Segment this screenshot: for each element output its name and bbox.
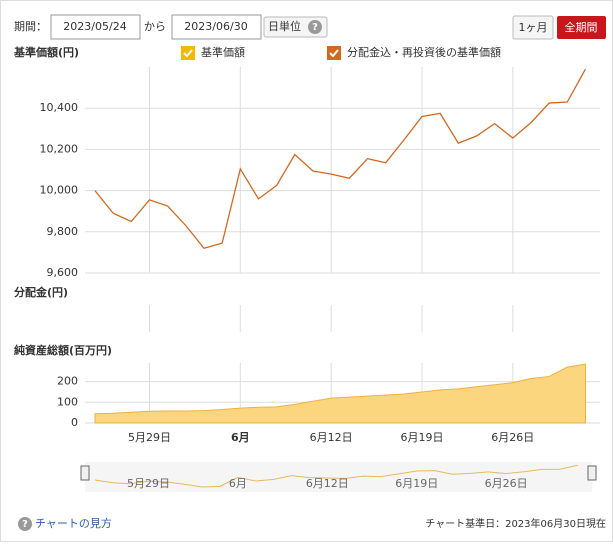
x-tick-label: 6月19日 xyxy=(400,431,443,444)
legend-check[interactable] xyxy=(327,46,341,60)
legend-label: 分配金込・再投資後の基準価額 xyxy=(347,45,501,59)
legend-label: 基準価額 xyxy=(201,45,245,59)
between-label: から xyxy=(144,20,166,33)
navigator-line xyxy=(94,464,578,488)
x-tick-label: 6月26日 xyxy=(491,431,534,444)
navigator-handle[interactable] xyxy=(80,465,90,481)
start-date[interactable]: 2023/05/24 xyxy=(63,20,126,33)
nav-title: 基準価額(円) xyxy=(13,45,79,59)
navigator-label: 6月 xyxy=(229,477,247,490)
button-all-label[interactable]: 全期間 xyxy=(565,20,598,34)
y-tick-label: 10,200 xyxy=(40,142,79,155)
dist-title: 分配金(円) xyxy=(14,285,68,299)
y-tick-label: 0 xyxy=(71,416,78,429)
start-input[interactable] xyxy=(50,14,141,40)
button-1m-label[interactable]: 1ヶ月 xyxy=(519,21,548,34)
assets-area xyxy=(94,363,586,424)
help-mark: ? xyxy=(22,519,28,530)
y-tick-label: 10,000 xyxy=(40,184,79,197)
legend-check[interactable] xyxy=(181,46,195,60)
y-tick-label: 100 xyxy=(57,395,78,408)
navigator-handle[interactable] xyxy=(587,465,597,481)
y-tick-label: 10,400 xyxy=(40,101,79,114)
end-input[interactable] xyxy=(171,14,262,40)
unit-label[interactable]: 日単位 xyxy=(268,19,301,33)
check-mark xyxy=(329,49,339,58)
navigator-label: 6月19日 xyxy=(395,477,438,490)
x-tick-label: 6月 xyxy=(231,431,250,444)
end-date[interactable]: 2023/06/30 xyxy=(184,20,247,33)
help-mark: ? xyxy=(312,22,318,33)
help-link[interactable]: チャートの見方 xyxy=(35,516,112,530)
check-mark xyxy=(183,49,193,58)
x-tick-label: 6月12日 xyxy=(310,431,353,444)
y-tick-label: 200 xyxy=(57,375,78,388)
y-tick-label: 9,800 xyxy=(47,225,79,238)
button-1m[interactable] xyxy=(512,15,554,40)
y-tick-label: 9,600 xyxy=(47,266,79,279)
navigator-label: 6月12日 xyxy=(306,477,349,490)
navigator-label: 6月26日 xyxy=(485,477,528,490)
base-date: チャート基準日：2023年06月30日現在 xyxy=(425,517,606,530)
navigator[interactable] xyxy=(85,462,592,492)
period-label: 期間： xyxy=(14,20,47,33)
help-icon[interactable] xyxy=(18,517,32,531)
help-icon[interactable] xyxy=(308,20,322,34)
price-line xyxy=(94,68,587,250)
navigator-label: 5月29日 xyxy=(127,477,170,490)
button-all[interactable] xyxy=(557,16,606,39)
assets-title: 純資産総額(百万円) xyxy=(14,343,112,357)
x-tick-label: 5月29日 xyxy=(128,431,171,444)
